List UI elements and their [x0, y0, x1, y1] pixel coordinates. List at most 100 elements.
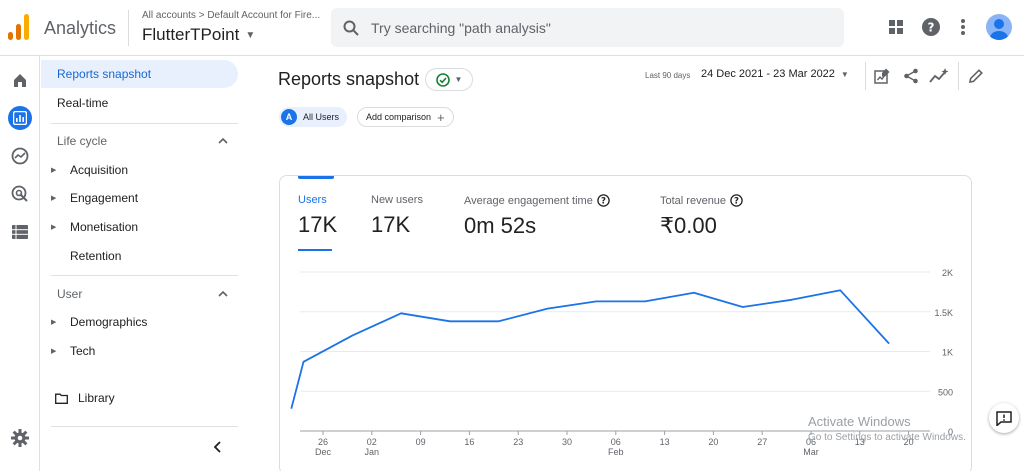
- x-tick-label: 27: [757, 437, 767, 447]
- date-range-selector[interactable]: 24 Dec 2021 - 23 Mar 2022 ▼: [701, 68, 849, 80]
- plus-icon: +: [437, 109, 445, 125]
- apps-grid-icon[interactable]: [885, 16, 907, 38]
- check-circle-icon: [435, 72, 450, 87]
- x-tick-month-label: Feb: [608, 447, 624, 457]
- metric-label: New users: [371, 194, 423, 206]
- settings-gear-icon[interactable]: [8, 426, 32, 450]
- search-bar[interactable]: Try searching "path analysis": [331, 8, 844, 47]
- nav-label: Demographics: [70, 315, 148, 329]
- nav-divider: [51, 426, 238, 427]
- toolbar-divider: [958, 62, 959, 90]
- nav-label: Engagement: [70, 191, 139, 205]
- nav-divider: [51, 275, 238, 276]
- help-circle-icon[interactable]: ?: [730, 194, 743, 207]
- x-tick-month-label: Dec: [315, 447, 332, 457]
- nav-library[interactable]: Library: [41, 384, 238, 412]
- nav-panel: Reports snapshot Real-time Life cycle ▶ …: [41, 56, 246, 471]
- topbar-divider: [128, 10, 129, 46]
- add-comparison-button[interactable]: Add comparison +: [357, 107, 454, 127]
- avatar[interactable]: [986, 14, 1012, 40]
- nav-reports-snapshot[interactable]: Reports snapshot: [41, 60, 238, 88]
- reports-icon[interactable]: [8, 106, 32, 130]
- add-comparison-label: Add comparison: [366, 112, 432, 122]
- page-title: Reports snapshot: [278, 69, 420, 89]
- nav-label: Retention: [70, 249, 122, 263]
- x-tick-label: 20: [904, 437, 914, 447]
- metric-label: Users: [298, 194, 327, 206]
- chevron-up-icon: [218, 138, 228, 144]
- triangle-right-icon: ▶: [51, 319, 57, 326]
- x-tick-label: 16: [464, 437, 474, 447]
- metric-value: 17K: [298, 212, 338, 237]
- x-tick-label: 23: [513, 437, 523, 447]
- analytics-logo-icon[interactable]: [8, 14, 30, 40]
- y-tick-label: 500: [938, 387, 953, 397]
- activate-windows-subtitle[interactable]: Go to Settings to activate Windows.: [808, 432, 966, 443]
- nav-item-monetisation[interactable]: ▶ Monetisation: [41, 213, 238, 241]
- metric-users[interactable]: Users 17K: [298, 194, 337, 238]
- date-range-label: Last 90 days: [645, 71, 691, 80]
- metric-engagement-time[interactable]: Average engagement time ? 0m 52s: [464, 194, 610, 239]
- y-tick-label: 1K: [942, 348, 953, 358]
- triangle-right-icon: ▶: [51, 348, 57, 355]
- metric-new-users[interactable]: New users 17K: [371, 194, 423, 238]
- more-vert-icon[interactable]: [952, 16, 974, 38]
- all-users-label: All Users: [303, 112, 340, 122]
- nav-label: Real-time: [57, 96, 109, 110]
- edit-pencil-icon[interactable]: [966, 66, 986, 86]
- caret-down-icon: ▼: [454, 75, 463, 84]
- metric-value: ₹0.00: [660, 213, 717, 238]
- nav-realtime[interactable]: Real-time: [41, 89, 238, 117]
- section-label: Life cycle: [57, 134, 108, 148]
- customize-report-icon[interactable]: [872, 66, 892, 86]
- insights-icon[interactable]: [929, 66, 949, 86]
- explore-icon[interactable]: [8, 144, 32, 168]
- toolbar-divider: [865, 62, 866, 90]
- x-tick-label: 06: [806, 437, 816, 447]
- y-tick-label: 1.5K: [934, 308, 953, 318]
- nav-section-user[interactable]: User: [41, 280, 238, 308]
- nav-item-demographics[interactable]: ▶ Demographics: [41, 308, 238, 336]
- top-bar: Analytics All accounts > Default Account…: [0, 0, 1024, 56]
- help-circle-icon[interactable]: ?: [597, 194, 610, 207]
- nav-item-tech[interactable]: ▶ Tech: [41, 337, 238, 365]
- all-users-chip[interactable]: A All Users: [279, 107, 348, 127]
- advertising-icon[interactable]: [8, 182, 32, 206]
- help-icon[interactable]: ?: [920, 16, 942, 38]
- configure-icon[interactable]: [8, 220, 32, 244]
- collapse-chevron-left-icon[interactable]: [213, 440, 221, 458]
- feedback-button[interactable]: [989, 403, 1019, 433]
- x-tick-label: 06: [611, 437, 621, 447]
- property-selector[interactable]: FlutterTPoint ▼: [142, 25, 255, 45]
- triangle-right-icon: ▶: [51, 195, 57, 202]
- triangle-right-icon: ▶: [51, 167, 57, 174]
- x-tick-month-label: Mar: [803, 447, 819, 457]
- section-label: User: [57, 287, 83, 301]
- triangle-right-icon: ▶: [51, 224, 57, 231]
- feedback-icon: [996, 410, 1012, 426]
- users-series-line: [290, 289, 890, 409]
- account-breadcrumb[interactable]: All accounts > Default Account for Fire.…: [142, 10, 321, 21]
- home-icon[interactable]: [8, 68, 32, 92]
- segment-badge: A: [281, 109, 297, 125]
- svg-text:?: ?: [734, 197, 739, 207]
- svg-text:?: ?: [601, 197, 606, 207]
- share-icon[interactable]: [901, 66, 921, 86]
- x-tick-label: 09: [416, 437, 426, 447]
- x-tick-month-label: Jan: [365, 447, 380, 457]
- nav-item-retention[interactable]: Retention: [41, 242, 238, 270]
- search-input[interactable]: Try searching "path analysis": [371, 19, 551, 36]
- date-range-value: 24 Dec 2021 - 23 Mar 2022: [701, 68, 835, 80]
- x-tick-label: 26: [318, 437, 328, 447]
- selected-metric-indicator: [298, 249, 332, 251]
- metric-total-revenue[interactable]: Total revenue ? ₹0.00: [660, 194, 743, 239]
- status-dropdown[interactable]: ▼: [425, 68, 473, 91]
- metric-value: 17K: [371, 212, 411, 237]
- nav-item-acquisition[interactable]: ▶ Acquisition: [41, 156, 238, 184]
- nav-section-life-cycle[interactable]: Life cycle: [41, 127, 238, 155]
- nav-label: Reports snapshot: [57, 67, 152, 81]
- nav-item-engagement[interactable]: ▶ Engagement: [41, 184, 238, 212]
- left-rail: [0, 56, 40, 471]
- activate-windows-title: Activate Windows: [808, 414, 911, 429]
